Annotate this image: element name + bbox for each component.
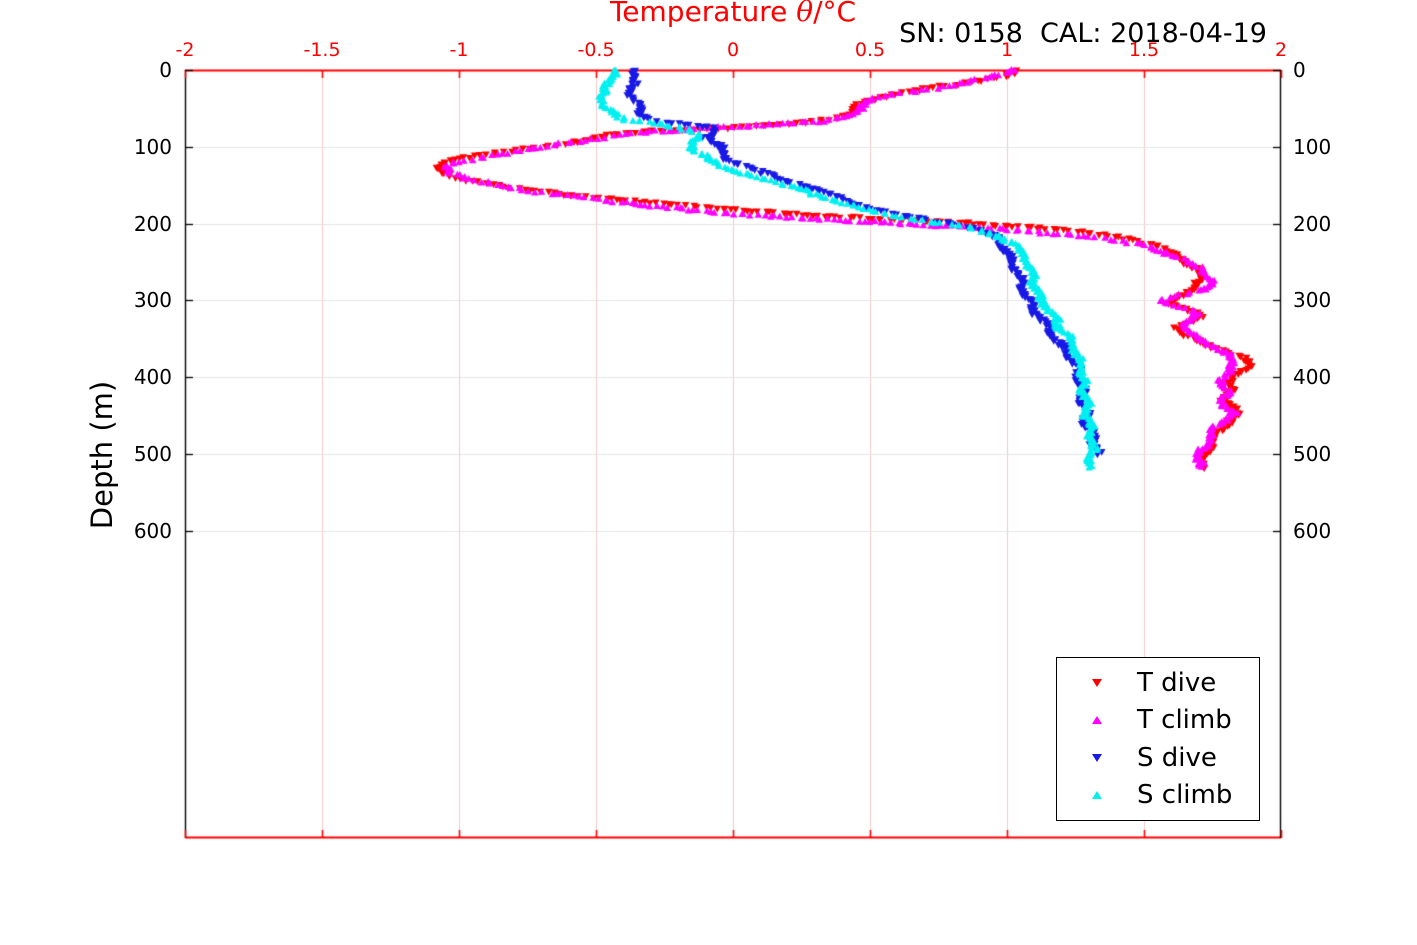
- y-tick-label-right: 200: [1293, 211, 1332, 236]
- y-tick-label-right: 600: [1293, 518, 1332, 543]
- y-tick-label-left: 400: [133, 365, 172, 390]
- y-tick-label-left: 600: [133, 518, 172, 543]
- x-tick-label: 1: [1000, 39, 1014, 61]
- legend-entry: S dive: [1057, 741, 1259, 775]
- legend-entry: S climb: [1057, 778, 1259, 812]
- x-tick-label: -1: [449, 39, 469, 61]
- y-tick-label-right: 400: [1293, 365, 1332, 390]
- sn-cal-annotation: SN: 0158 CAL: 2018-04-19: [899, 18, 1267, 49]
- legend: T dive T climb S dive S climb: [1056, 657, 1260, 821]
- chart-title-units: /°C: [813, 0, 857, 28]
- y-tick-label-left: 300: [133, 288, 172, 313]
- y-tick-label-right: 500: [1293, 442, 1332, 466]
- y-tick-label-right: 100: [1293, 134, 1332, 159]
- x-tick-label: -1.5: [303, 39, 341, 61]
- legend-t-climb-marker-icon: [1075, 716, 1119, 725]
- legend-t-dive-marker-icon: [1075, 678, 1119, 687]
- x-tick-label: -2: [175, 39, 195, 61]
- legend-s-dive-marker-icon: [1075, 753, 1119, 762]
- legend-entry: T dive: [1057, 666, 1259, 700]
- y-tick-label-right: 0: [1293, 58, 1306, 82]
- x-tick-label: 0: [726, 39, 740, 61]
- x-tick-label: 1.5: [1128, 39, 1160, 61]
- chart-title: Temperature θ/°C: [610, 0, 856, 28]
- x-tick-label: 0.5: [854, 39, 886, 61]
- legend-label: S dive: [1137, 742, 1217, 773]
- legend-label: T climb: [1137, 705, 1232, 736]
- legend-label: S climb: [1137, 780, 1233, 811]
- y-tick-label-left: 0: [159, 58, 172, 82]
- theta-symbol: θ: [796, 0, 814, 28]
- y-tick-label-left: 200: [133, 211, 172, 236]
- x-tick-label: -0.5: [577, 39, 615, 61]
- y-tick-label-right: 300: [1293, 288, 1332, 313]
- y-tick-label-left: 100: [133, 134, 172, 159]
- legend-entry: T climb: [1057, 703, 1259, 737]
- y-axis-label: Depth (m): [85, 380, 119, 530]
- x-tick-label: 2: [1274, 39, 1288, 61]
- legend-label: T dive: [1137, 667, 1217, 698]
- legend-s-climb-marker-icon: [1075, 791, 1119, 800]
- chart-title-text: Temperature: [609, 0, 797, 28]
- y-tick-label-left: 500: [133, 442, 172, 466]
